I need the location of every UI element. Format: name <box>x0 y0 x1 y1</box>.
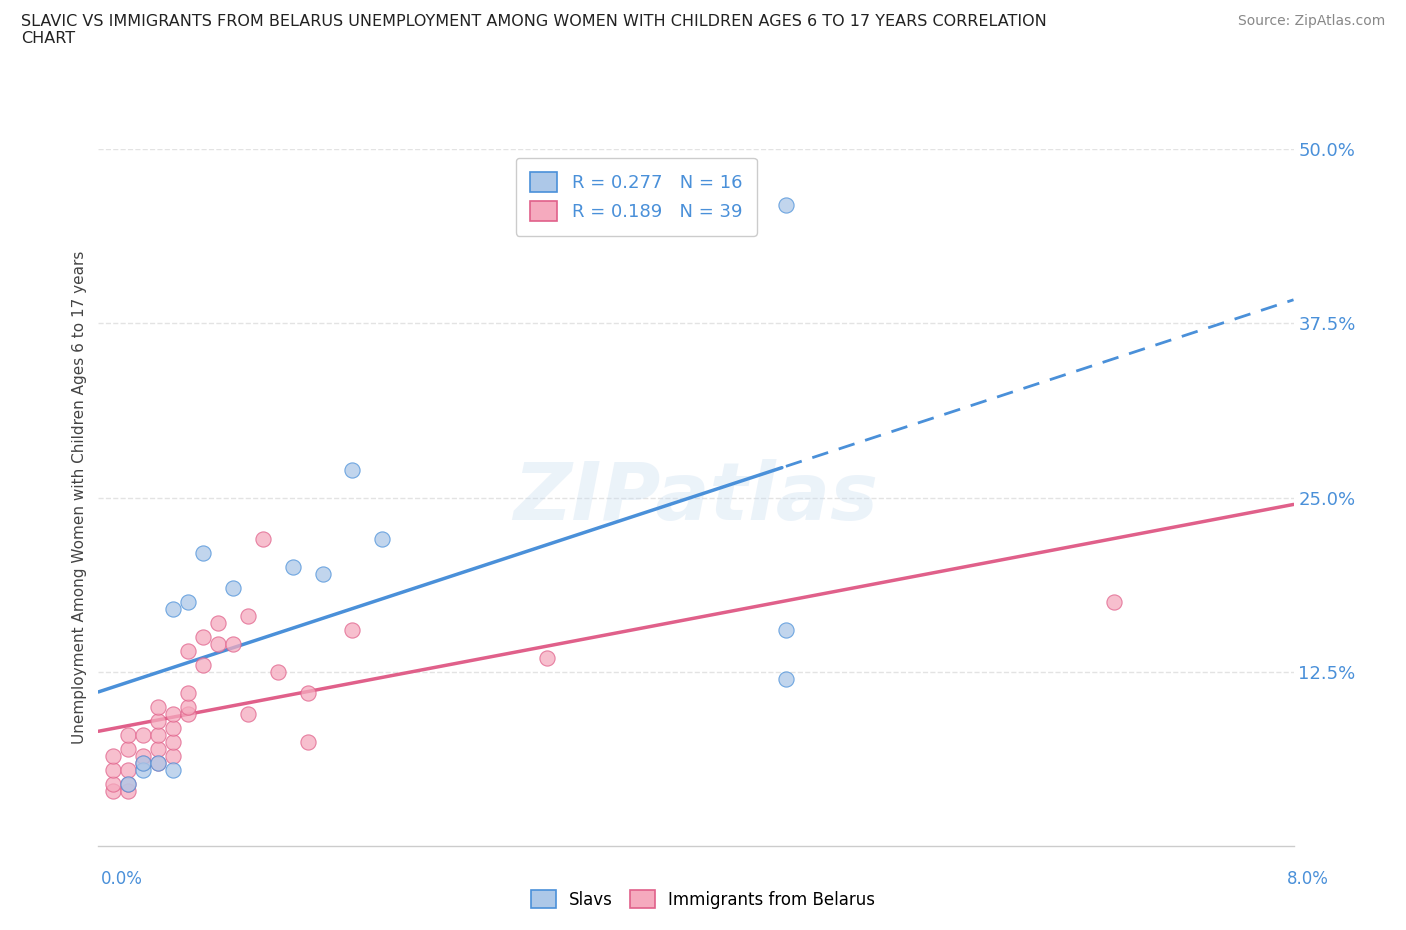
Text: SLAVIC VS IMMIGRANTS FROM BELARUS UNEMPLOYMENT AMONG WOMEN WITH CHILDREN AGES 6 : SLAVIC VS IMMIGRANTS FROM BELARUS UNEMPL… <box>21 14 1047 46</box>
Text: 8.0%: 8.0% <box>1286 870 1329 888</box>
Point <box>342 462 364 477</box>
Point <box>267 665 290 680</box>
Point <box>236 609 259 624</box>
Point <box>117 741 139 756</box>
Point <box>117 776 139 790</box>
Legend: R = 0.277   N = 16, R = 0.189   N = 39: R = 0.277 N = 16, R = 0.189 N = 39 <box>516 158 756 235</box>
Point <box>371 532 394 547</box>
Point <box>311 567 333 582</box>
Point <box>191 630 214 644</box>
Point <box>132 763 155 777</box>
Point <box>162 707 184 722</box>
Point <box>162 748 184 763</box>
Point <box>191 658 214 672</box>
Point <box>342 623 364 638</box>
Point <box>148 755 170 770</box>
Point <box>297 685 319 700</box>
Point <box>1102 595 1125 610</box>
Point <box>117 763 139 777</box>
Point <box>148 713 170 728</box>
Point <box>103 763 125 777</box>
Point <box>207 637 229 652</box>
Point <box>162 763 184 777</box>
Point <box>148 741 170 756</box>
Point <box>252 532 274 547</box>
Text: 0.0%: 0.0% <box>101 870 143 888</box>
Point <box>148 755 170 770</box>
Point <box>222 637 245 652</box>
Point <box>103 783 125 798</box>
Point <box>281 560 304 575</box>
Point <box>177 595 200 610</box>
Legend: Slavs, Immigrants from Belarus: Slavs, Immigrants from Belarus <box>523 882 883 917</box>
Point <box>132 727 155 742</box>
Point <box>775 197 797 212</box>
Point <box>775 671 797 686</box>
Point <box>177 644 200 658</box>
Point <box>177 699 200 714</box>
Point <box>117 727 139 742</box>
Point <box>103 748 125 763</box>
Point <box>132 748 155 763</box>
Point <box>775 623 797 638</box>
Point <box>103 776 125 790</box>
Point <box>148 727 170 742</box>
Text: Source: ZipAtlas.com: Source: ZipAtlas.com <box>1237 14 1385 28</box>
Point <box>222 580 245 596</box>
Point <box>162 735 184 750</box>
Point <box>207 616 229 631</box>
Point <box>132 755 155 770</box>
Point <box>148 699 170 714</box>
Point <box>536 651 558 666</box>
Text: ZIPatlas: ZIPatlas <box>513 458 879 537</box>
Y-axis label: Unemployment Among Women with Children Ages 6 to 17 years: Unemployment Among Women with Children A… <box>72 251 87 744</box>
Point <box>297 735 319 750</box>
Point <box>162 720 184 735</box>
Point <box>162 602 184 617</box>
Point <box>132 755 155 770</box>
Point <box>117 776 139 790</box>
Point <box>177 685 200 700</box>
Point <box>236 707 259 722</box>
Point <box>117 783 139 798</box>
Point <box>191 546 214 561</box>
Point <box>177 707 200 722</box>
